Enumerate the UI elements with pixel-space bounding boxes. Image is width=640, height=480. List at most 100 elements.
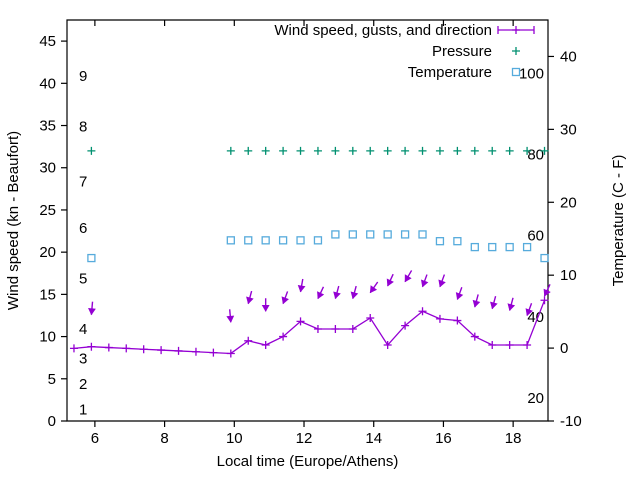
series-gusts bbox=[88, 270, 551, 323]
y2-tick-label: 30 bbox=[560, 121, 577, 138]
plus-marker bbox=[191, 347, 200, 356]
y-tick-label: 10 bbox=[39, 329, 56, 346]
square-marker bbox=[418, 230, 427, 239]
x-tick-label: 10 bbox=[226, 430, 243, 447]
beaufort-label: 1 bbox=[79, 401, 87, 418]
series-pressure bbox=[87, 146, 549, 155]
plus-marker bbox=[488, 341, 497, 350]
x-tick-label: 16 bbox=[435, 430, 452, 447]
wind-arrow-head bbox=[369, 285, 378, 294]
square-marker bbox=[244, 236, 253, 245]
legend-marker-0 bbox=[497, 26, 535, 34]
plus-marker bbox=[435, 314, 444, 323]
wind-arrow-head bbox=[404, 274, 412, 283]
plus-marker bbox=[453, 316, 462, 325]
x-tick-label: 18 bbox=[505, 430, 522, 447]
beaufort-label: 3 bbox=[79, 351, 87, 368]
wind-arrow-head bbox=[543, 288, 551, 297]
square-marker bbox=[261, 236, 270, 245]
y-tick-label: 45 bbox=[39, 33, 56, 50]
plus-marker bbox=[470, 146, 479, 155]
wind-arrow-head bbox=[490, 301, 498, 310]
wind-arrow-head bbox=[350, 291, 359, 300]
wind-arrow-head bbox=[317, 291, 325, 300]
square-marker bbox=[400, 230, 410, 239]
y-tick-label: 40 bbox=[39, 75, 56, 92]
plus-marker bbox=[174, 346, 183, 355]
square-marker bbox=[511, 67, 521, 77]
wind-arrow-head bbox=[438, 279, 446, 288]
fahrenheit-label: 100 bbox=[519, 65, 544, 82]
y2-axis-title: Temperature (C - F) bbox=[610, 155, 627, 287]
plus-marker bbox=[435, 146, 444, 155]
x-tick-label: 6 bbox=[91, 430, 99, 447]
square-marker bbox=[348, 230, 357, 239]
legend-label-2: Temperature bbox=[408, 64, 492, 81]
y2-tick-label: 10 bbox=[560, 267, 577, 284]
square-marker bbox=[226, 236, 235, 245]
plus-marker bbox=[383, 341, 392, 350]
square-marker bbox=[488, 242, 497, 252]
plus-marker bbox=[505, 146, 514, 155]
beaufort-label: 9 bbox=[79, 68, 87, 85]
square-marker bbox=[470, 242, 479, 252]
plus-marker bbox=[401, 321, 410, 330]
wind-arrow-head bbox=[297, 284, 306, 293]
y-tick-label: 35 bbox=[39, 118, 56, 135]
square-marker bbox=[296, 236, 305, 245]
wind-speed-line bbox=[73, 300, 546, 355]
plus-marker bbox=[279, 146, 288, 155]
plus-marker bbox=[470, 332, 479, 341]
wind-arrow-head bbox=[455, 292, 464, 301]
plus-marker bbox=[512, 26, 520, 34]
plus-marker bbox=[366, 314, 375, 323]
wind-arrow-head bbox=[261, 304, 270, 312]
y2-tick-label: 40 bbox=[560, 48, 577, 65]
y-axis-title: Wind speed (kn - Beaufort) bbox=[5, 131, 22, 310]
wind-arrow-head bbox=[226, 315, 235, 323]
y2-tick-label: -10 bbox=[560, 413, 582, 430]
plus-marker bbox=[244, 336, 253, 345]
square-marker bbox=[331, 230, 340, 239]
square-marker bbox=[453, 237, 462, 246]
plus-marker bbox=[209, 348, 218, 357]
plus-marker bbox=[453, 146, 462, 155]
wind-arrow-head bbox=[386, 278, 394, 287]
plus-marker bbox=[87, 342, 96, 351]
plus-marker bbox=[512, 47, 520, 55]
plus-marker bbox=[313, 146, 322, 155]
y2-tick-label: 0 bbox=[560, 340, 568, 357]
plus-marker bbox=[540, 146, 549, 155]
plus-marker bbox=[296, 146, 305, 155]
legend-marker-1 bbox=[512, 47, 520, 55]
plus-marker bbox=[348, 146, 357, 155]
plus-marker bbox=[69, 344, 78, 353]
plus-marker bbox=[226, 146, 235, 155]
x-tick-label: 14 bbox=[365, 430, 382, 447]
y-tick-label: 15 bbox=[39, 286, 56, 303]
plus-marker bbox=[331, 146, 340, 155]
wind-arrow-head bbox=[246, 296, 254, 305]
square-marker bbox=[366, 230, 375, 239]
beaufort-label: 8 bbox=[79, 119, 87, 136]
plus-marker bbox=[139, 345, 148, 354]
x-axis-title: Local time (Europe/Athens) bbox=[217, 453, 399, 470]
wind-arrow-head bbox=[88, 308, 96, 316]
square-marker bbox=[435, 237, 445, 246]
plus-marker bbox=[296, 317, 305, 326]
beaufort-label: 2 bbox=[79, 376, 87, 393]
plus-marker bbox=[366, 146, 375, 155]
fahrenheit-label: 60 bbox=[527, 227, 544, 244]
plus-marker bbox=[488, 146, 497, 155]
plus-marker bbox=[313, 324, 322, 333]
y-tick-label: 25 bbox=[39, 202, 56, 219]
plus-marker bbox=[523, 341, 532, 350]
y-tick-label: 5 bbox=[48, 371, 56, 388]
series-temperature bbox=[87, 230, 549, 263]
wind-arrow-head bbox=[507, 303, 516, 311]
plus-marker bbox=[540, 296, 549, 305]
x-tick-label: 8 bbox=[160, 430, 168, 447]
square-marker bbox=[313, 236, 323, 245]
plus-marker bbox=[418, 146, 427, 155]
